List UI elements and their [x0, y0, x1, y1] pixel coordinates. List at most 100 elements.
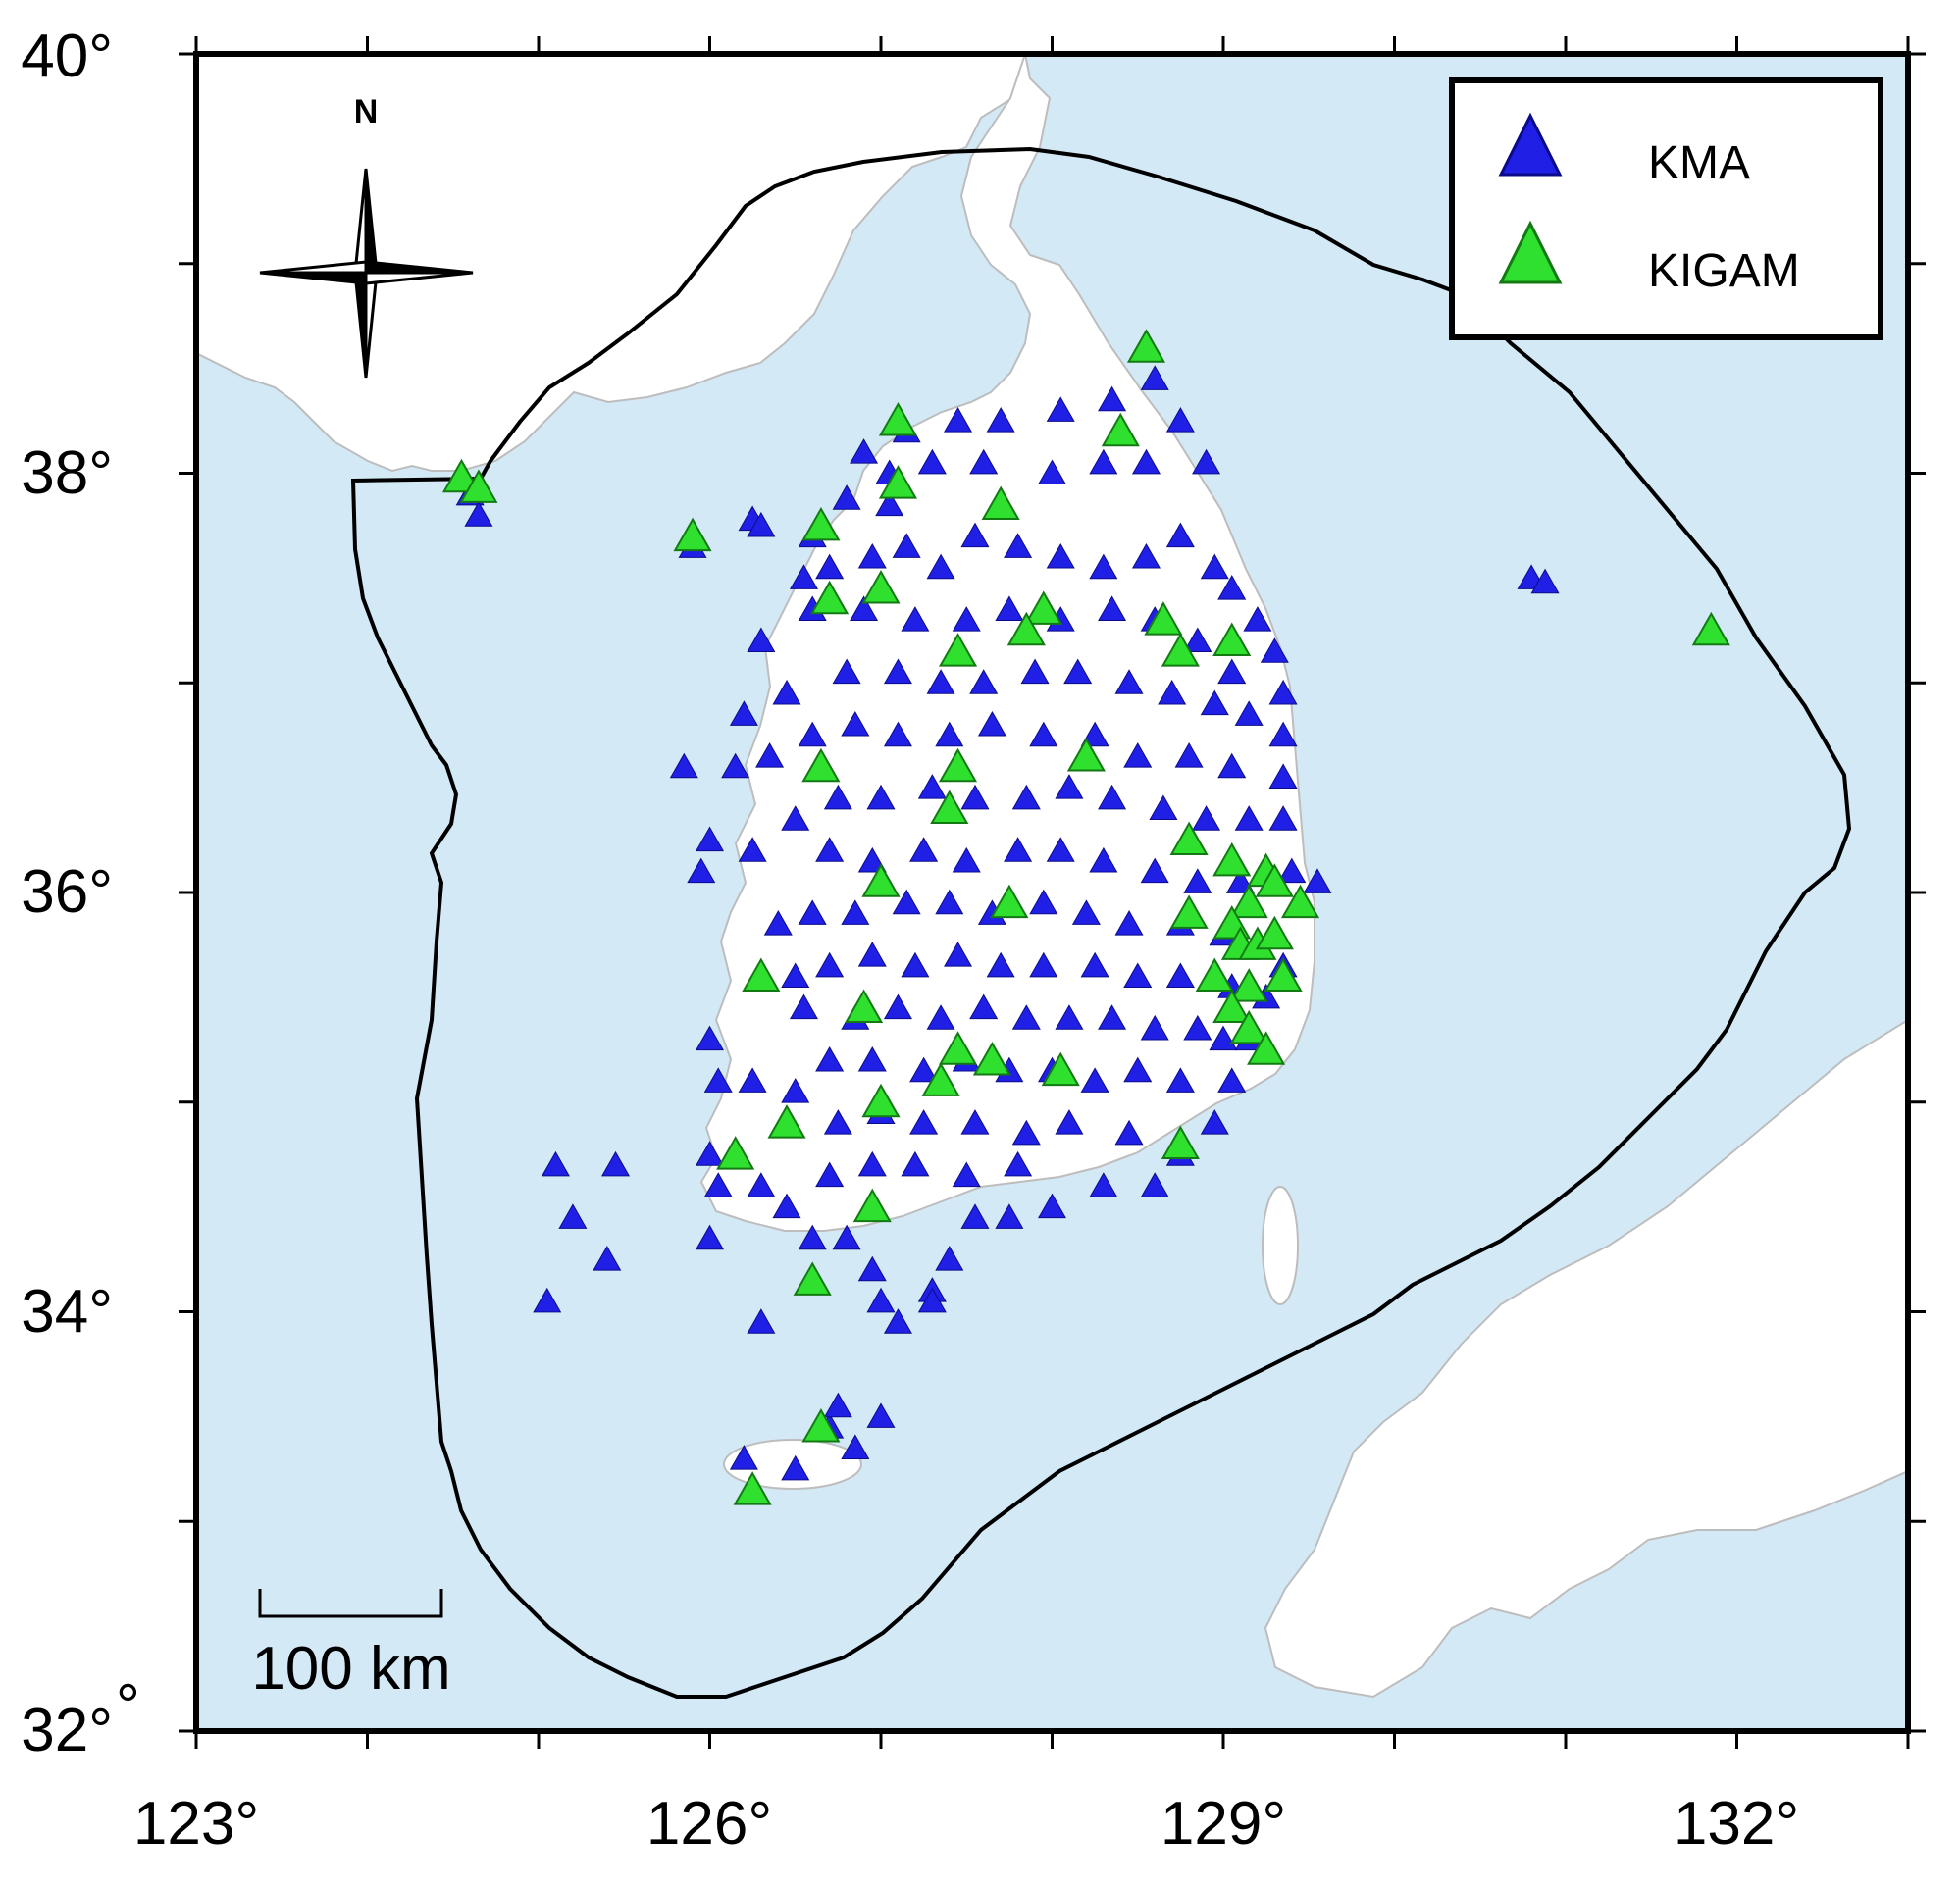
station-marker-kma — [1192, 448, 1221, 475]
station-marker-kma — [1029, 889, 1058, 915]
station-marker-kma — [1011, 1119, 1041, 1146]
station-marker-kma — [1183, 868, 1212, 893]
station-marker-kma — [1131, 542, 1161, 569]
station-marker-kma — [703, 1067, 733, 1093]
station-marker-kma — [926, 553, 955, 580]
station-marker-kma — [1268, 721, 1298, 747]
station-marker-kma — [738, 837, 767, 862]
station-marker-kma — [857, 542, 887, 569]
station-marker-kigam — [938, 1031, 978, 1065]
station-marker-kma — [1165, 962, 1195, 989]
station-marker-kigam — [1264, 957, 1303, 992]
station-marker-kma — [1055, 774, 1084, 799]
land-korean-peninsula — [699, 54, 1315, 1232]
x-tick-label-126: 126° — [646, 1790, 772, 1858]
station-marker-kigam — [1255, 863, 1294, 897]
station-marker-kigam — [767, 1104, 806, 1139]
station-marker-kma — [1020, 658, 1050, 685]
station-marker-kma — [1029, 951, 1058, 978]
station-marker-kma — [1225, 868, 1255, 893]
station-marker-kma — [1131, 448, 1161, 475]
station-marker-kigam — [716, 1136, 755, 1170]
station-marker-kma — [1303, 868, 1332, 893]
station-marker-kma — [909, 1056, 939, 1083]
legend-label-kma: KMA — [1648, 137, 1750, 189]
station-marker-kigam — [1212, 841, 1252, 877]
station-marker-kma — [935, 889, 964, 915]
station-marker-kma — [1089, 1172, 1118, 1197]
station-marker-kma — [857, 1255, 887, 1282]
station-marker-kigam — [441, 458, 482, 493]
station-marker-kma — [729, 1445, 758, 1470]
station-marker-kma — [1046, 542, 1075, 569]
station-marker-kma — [857, 942, 887, 967]
compass-rose-icon — [259, 168, 474, 379]
station-marker-kigam — [990, 884, 1029, 919]
station-marker-kma — [815, 837, 845, 862]
station-marker-kma — [1098, 385, 1127, 412]
station-marker-kma — [1140, 857, 1169, 884]
station-marker-kma — [1123, 1056, 1153, 1083]
station-marker-kma — [1089, 846, 1118, 873]
station-marker-kma — [823, 1392, 852, 1418]
station-marker-kma — [952, 606, 981, 632]
station-marker-kma — [1123, 742, 1153, 768]
station-marker-kma — [1011, 784, 1041, 810]
station-marker-kma — [1098, 1004, 1127, 1030]
legend-box — [1449, 77, 1883, 340]
station-marker-kma — [1029, 721, 1058, 747]
station-marker-kma — [926, 669, 955, 694]
station-marker-kma — [1243, 606, 1272, 632]
station-marker-kma — [1140, 1014, 1169, 1041]
land-china-north-korea — [196, 54, 1027, 473]
station-marker-kma — [944, 407, 973, 433]
station-marker-kma — [986, 407, 1015, 433]
station-marker-kma — [781, 805, 810, 831]
station-marker-kma — [1268, 763, 1298, 789]
station-marker-kma — [917, 1287, 947, 1313]
legend-label-kigam: KIGAM — [1648, 245, 1800, 297]
station-marker-kma — [935, 1246, 964, 1271]
station-marker-kigam — [801, 506, 841, 541]
station-marker-kma — [695, 1224, 725, 1250]
y-tick-label-38: 38° — [21, 439, 113, 507]
station-marker-kma — [935, 721, 964, 747]
station-marker-kigam — [861, 863, 901, 897]
station-marker-kma — [1165, 407, 1195, 433]
station-marker-kma — [1174, 742, 1204, 768]
station-marker-kma — [952, 846, 981, 873]
station-marker-kma — [944, 942, 973, 967]
station-marker-kigam — [801, 1408, 841, 1443]
station-marker-kma — [866, 1287, 896, 1313]
station-marker-kma — [1158, 679, 1187, 705]
station-marker-kigam — [921, 1062, 960, 1096]
station-marker-kma — [541, 1150, 570, 1177]
station-marker-kma — [892, 889, 921, 915]
station-marker-kma — [1217, 658, 1247, 685]
station-marker-kma — [1234, 805, 1264, 831]
station-marker-kma — [995, 595, 1024, 621]
station-marker-kma — [1037, 1193, 1067, 1219]
station-marker-kma — [747, 511, 776, 537]
station-marker-kma — [781, 962, 810, 989]
station-marker-kigam — [459, 469, 498, 503]
station-marker-kma — [901, 606, 930, 632]
degree-marks: ° — [116, 1672, 140, 1740]
station-marker-kma — [695, 1025, 725, 1051]
station-marker-kma — [687, 857, 716, 884]
station-marker-kigam — [981, 485, 1020, 521]
station-marker-kma — [841, 710, 870, 737]
station-marker-kma — [593, 1246, 622, 1271]
station-marker-kigam — [1212, 622, 1252, 656]
north-arrow: N — [259, 93, 474, 379]
station-marker-kma — [823, 1109, 852, 1135]
station-marker-kma — [1200, 553, 1229, 580]
station-marker-kma — [986, 951, 1015, 978]
station-marker-kma — [1530, 568, 1560, 594]
station-marker-kma — [1217, 575, 1247, 600]
station-marker-kma — [960, 1109, 990, 1135]
degree-mark: ° — [116, 1672, 140, 1740]
station-marker-kma — [729, 700, 758, 726]
station-marker-kma — [703, 1172, 733, 1197]
station-marker-kma — [772, 679, 801, 705]
